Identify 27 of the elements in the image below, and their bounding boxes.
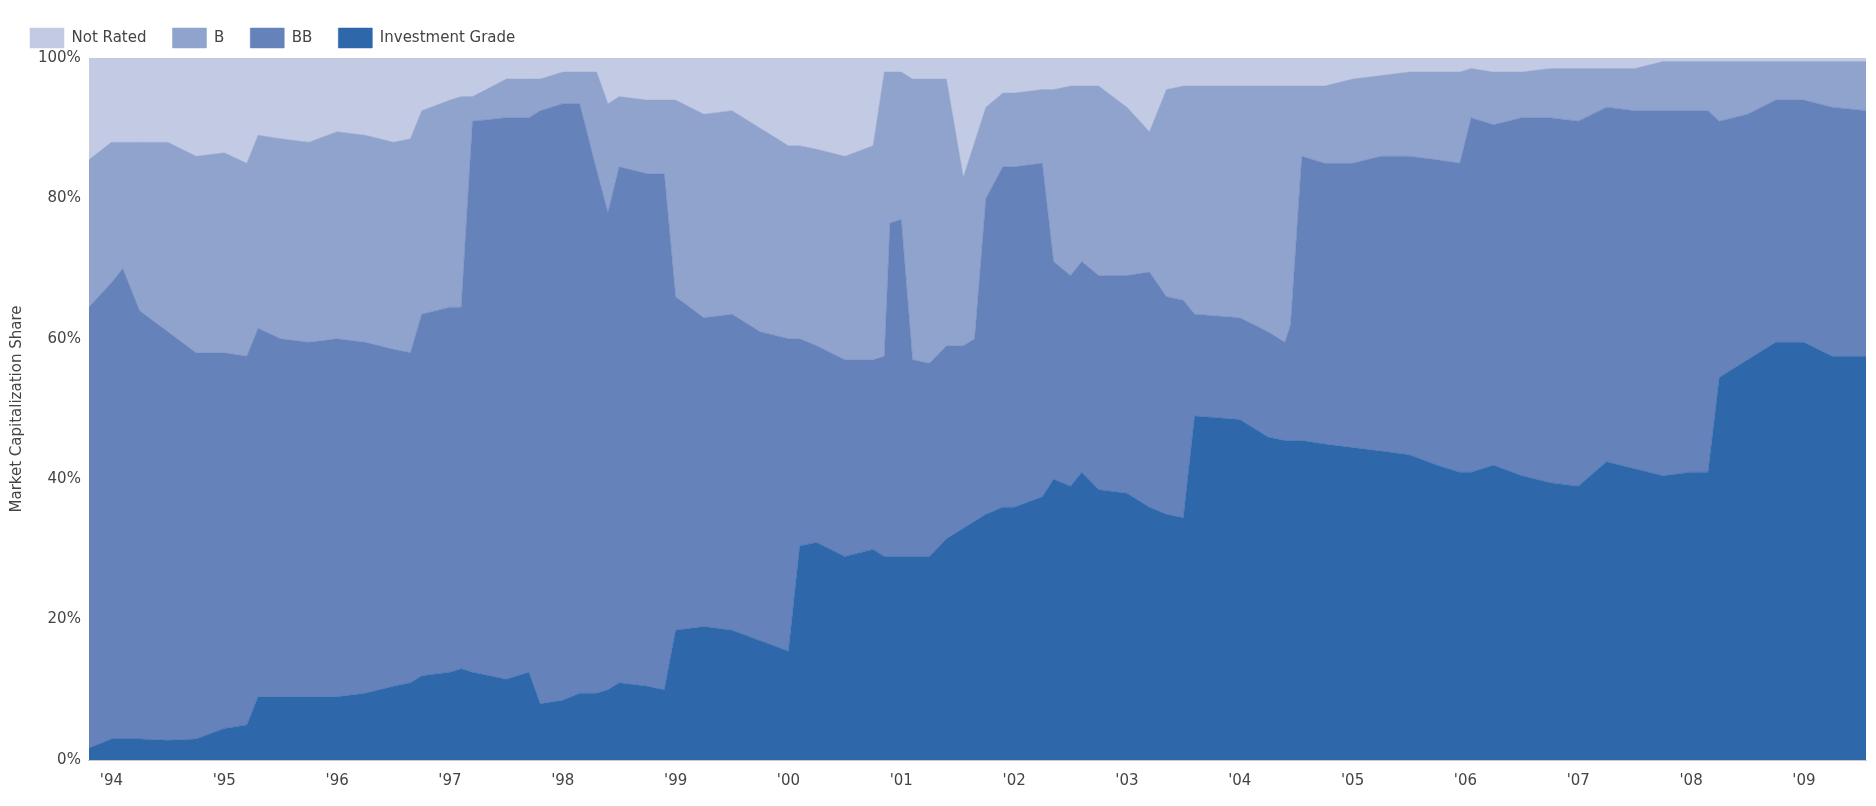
y-tick-label: 40% bbox=[47, 469, 81, 488]
x-tick-label: '02 bbox=[1002, 770, 1026, 789]
legend-label: Not Rated bbox=[71, 27, 147, 46]
x-tick-label: '97 bbox=[438, 770, 462, 789]
x-tick-label: '07 bbox=[1566, 770, 1590, 789]
y-tick-label: 100% bbox=[37, 47, 81, 66]
legend-label: B bbox=[213, 27, 225, 46]
x-tick-label: '98 bbox=[551, 770, 575, 789]
legend-label: Investment Grade bbox=[379, 27, 516, 46]
x-tick-label: '99 bbox=[664, 770, 688, 789]
x-tick-label: '03 bbox=[1115, 770, 1139, 789]
y-tick-label: 20% bbox=[47, 609, 81, 628]
x-tick-label: '00 bbox=[776, 770, 801, 789]
x-tick-label: '08 bbox=[1679, 770, 1703, 789]
x-tick-label: '09 bbox=[1792, 770, 1816, 789]
legend-label: BB bbox=[291, 27, 313, 46]
x-tick-label: '01 bbox=[889, 770, 913, 789]
x-tick-label: '05 bbox=[1341, 770, 1365, 789]
y-axis-title: Market Capitalization Share bbox=[6, 305, 25, 513]
x-tick-label: '95 bbox=[212, 770, 236, 789]
y-tick-label: 0% bbox=[57, 749, 81, 768]
x-tick-label: '06 bbox=[1453, 770, 1478, 789]
y-tick-label: 60% bbox=[47, 328, 81, 347]
x-tick-label: '04 bbox=[1228, 770, 1252, 789]
x-tick-label: '96 bbox=[325, 770, 349, 789]
x-tick-label: '94 bbox=[99, 770, 124, 789]
y-tick-label: 80% bbox=[47, 188, 81, 207]
